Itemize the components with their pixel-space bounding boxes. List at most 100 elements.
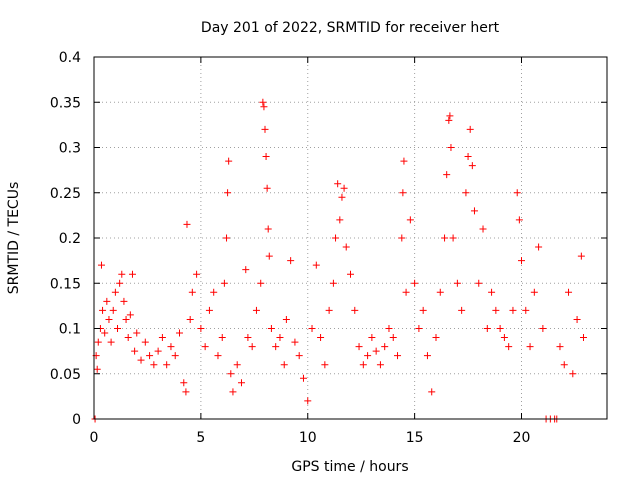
data-point (242, 266, 250, 274)
data-point (329, 279, 337, 287)
y-tick-label: 0.2 (59, 231, 81, 247)
data-point (317, 334, 325, 342)
data-point (376, 361, 384, 369)
data-point (400, 157, 408, 165)
data-point (276, 334, 284, 342)
y-tick-label: 0.4 (59, 50, 81, 66)
data-point (446, 112, 454, 120)
data-point (389, 334, 397, 342)
data-point (325, 306, 333, 314)
data-point (500, 334, 508, 342)
data-point (252, 306, 260, 314)
data-point (214, 352, 222, 360)
data-point (347, 270, 354, 278)
data-point (364, 352, 372, 360)
x-tick-label: 15 (406, 430, 424, 446)
data-point (133, 329, 141, 337)
data-point (295, 352, 303, 360)
data-point (183, 220, 191, 228)
y-axis-title: SRMTID / TECUs (6, 182, 22, 295)
data-point (468, 162, 476, 170)
data-point (122, 315, 130, 323)
data-point (116, 279, 124, 287)
data-point (539, 325, 547, 332)
data-points (91, 98, 587, 423)
data-point (342, 243, 350, 251)
data-point (197, 325, 205, 332)
data-point (282, 315, 290, 323)
chart-title: Day 201 of 2022, SRMTID for receiver her… (201, 20, 500, 36)
data-point (94, 338, 102, 346)
data-point (99, 306, 107, 314)
x-axis-title: GPS time / hours (291, 459, 408, 475)
data-point (423, 352, 431, 360)
data-point (462, 189, 470, 197)
data-point (267, 325, 275, 332)
y-tick-label: 0.3 (59, 141, 81, 157)
data-point (137, 356, 145, 364)
y-tick-label: 0.15 (50, 276, 81, 292)
data-point (237, 379, 245, 387)
data-point (479, 225, 487, 233)
data-point (526, 343, 534, 351)
data-point (453, 279, 461, 287)
data-point (120, 297, 128, 305)
data-point (415, 325, 423, 332)
data-point (225, 157, 233, 165)
data-point (227, 370, 235, 378)
data-point (128, 270, 136, 278)
data-point (304, 397, 312, 405)
data-point (261, 125, 269, 133)
data-point (399, 189, 407, 197)
data-point (262, 153, 270, 161)
data-point (299, 374, 307, 382)
data-point (449, 234, 457, 242)
data-point (458, 306, 466, 314)
data-point (432, 334, 440, 342)
data-point (263, 184, 271, 192)
x-tick-label: 10 (299, 430, 317, 446)
data-point (280, 361, 288, 369)
data-point (272, 343, 280, 351)
data-point (186, 315, 194, 323)
data-point (291, 338, 299, 346)
data-point (560, 361, 568, 369)
data-point (556, 343, 564, 351)
data-point (210, 288, 218, 296)
data-point (124, 334, 132, 342)
data-point (447, 144, 455, 151)
data-point (201, 343, 209, 351)
data-point (441, 234, 449, 242)
y-tick-label: 0.25 (50, 186, 81, 202)
data-point (223, 234, 231, 242)
data-point (111, 288, 119, 296)
data-point (308, 325, 316, 332)
data-point (573, 315, 581, 323)
data-point (402, 288, 410, 296)
data-point (257, 279, 265, 287)
data-point (530, 288, 538, 296)
data-point (259, 98, 267, 106)
data-point (381, 343, 389, 351)
data-point (312, 261, 320, 269)
data-point (233, 361, 241, 369)
data-point (118, 270, 126, 278)
data-point (475, 279, 483, 287)
data-point (265, 252, 273, 260)
x-tick-label: 0 (90, 430, 99, 446)
data-point (220, 279, 228, 287)
axis-ticks: 0 5 10 15 20 0 0.05 0.1 0.15 0.2 0.25 0.3 0.35 0.4 (50, 50, 607, 446)
data-point (154, 347, 162, 355)
data-point (518, 257, 525, 265)
data-point (264, 225, 272, 233)
data-point (97, 261, 105, 269)
data-point (359, 361, 367, 369)
data-point (464, 153, 472, 161)
data-point (158, 334, 166, 342)
data-point (114, 325, 122, 332)
data-point (436, 288, 444, 296)
data-point (505, 343, 513, 351)
x-tick-label: 20 (513, 430, 531, 446)
data-point (334, 180, 342, 188)
